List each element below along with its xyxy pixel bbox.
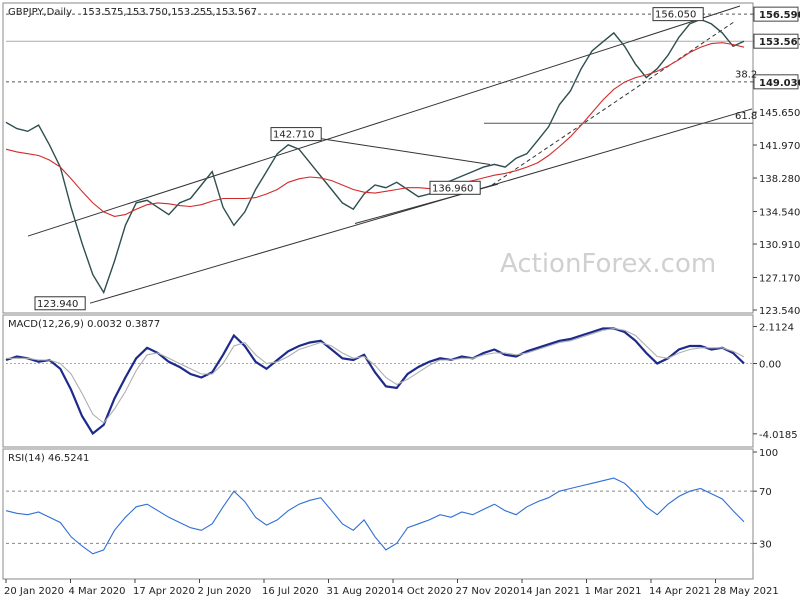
x-tick-label: 20 Jan 2020: [4, 586, 64, 597]
rsi-title: RSI(14) 46.5241: [8, 453, 89, 464]
price-grid: 156.590 153.567 149.030 145.650 141.970 138.2…: [6, 6, 800, 317]
x-tick-label: 28 May 2021: [714, 586, 779, 597]
annotation-box: [270, 127, 322, 142]
y-tick-label: 156.590: [759, 10, 800, 21]
price-tag-box: [753, 74, 799, 90]
annotation-label: 123.940: [37, 299, 78, 310]
price-title: GBPJPY,Daily: [8, 7, 72, 18]
y-tick-label: 141.970: [759, 141, 800, 152]
y-tick-label: -4.0185: [759, 430, 798, 441]
annotation-label: 38.2: [735, 70, 757, 81]
macd-grid: 2.1124 0.00 -4.0185: [6, 323, 798, 441]
y-tick-label: 149.030: [759, 78, 800, 89]
series-line-close: [5, 18, 745, 295]
x-tick-label: 31 Aug 2020: [327, 586, 391, 597]
rsi-grid: 100 70 30: [6, 448, 778, 550]
y-tick-label: 30: [759, 539, 772, 550]
x-tick-label: 1 Mar 2021: [585, 586, 642, 597]
x-tick-label: 4 Mar 2020: [69, 586, 126, 597]
macd-series: [5, 327, 745, 436]
rsi-panel: RSI(14) 46.5241 100 70 30: [2, 448, 778, 580]
annotation-label: 136.960: [432, 183, 473, 194]
channel-upper: [27, 5, 741, 237]
macd-panel-frame: [2, 314, 754, 448]
series-line-rsi: [5, 477, 745, 555]
x-tick-label: 16 Jul 2020: [262, 586, 319, 597]
y-tick-label: 153.567: [759, 37, 800, 48]
price-tag-box: [753, 33, 799, 49]
series-line-macd: [5, 327, 745, 436]
x-tick-label: 14 Jan 2021: [520, 586, 580, 597]
y-tick-label: 2.1124: [759, 323, 794, 334]
y-tick-label: 145.650: [759, 108, 800, 119]
x-axis: 20 Jan 2020 4 Mar 2020 17 Apr 2020 2 Jun 20…: [4, 579, 779, 597]
y-tick-label: 123.540: [759, 306, 800, 317]
series-line-signal: [6, 327, 745, 424]
annotation-box: [652, 7, 704, 22]
macd-panel: MACD(12,26,9) 0.0032 0.3877 2.1124 0.00 -4…: [2, 314, 798, 448]
annotation-box: [34, 296, 86, 311]
y-tick-label: 100: [759, 448, 778, 459]
price-series: [5, 18, 745, 295]
x-tick-label: 27 Nov 2020: [456, 586, 520, 597]
x-tick-label: 14 Oct 2020: [391, 586, 453, 597]
channel-lower: [89, 108, 753, 304]
y-tick-label: 134.540: [759, 208, 800, 219]
y-tick-label: 130.910: [759, 240, 800, 251]
annotation-label: 61.8: [735, 111, 757, 122]
y-tick-label: 138.280: [759, 174, 800, 185]
annotation-box: [429, 180, 481, 195]
x-tick-label: 17 Apr 2020: [133, 586, 195, 597]
annotation-label: 156.050: [655, 10, 696, 21]
y-tick-label: 127.170: [759, 274, 800, 285]
y-tick-label: 70: [759, 487, 772, 498]
price-tag-box: [753, 6, 799, 22]
x-tick-label: 2 Jun 2020: [198, 586, 252, 597]
annotation-label: 142.710: [273, 130, 314, 141]
y-tick-label: 0.00: [759, 360, 781, 371]
price-panel-frame: [2, 2, 754, 314]
series-line-sma: [5, 42, 745, 217]
wedge-upper: [319, 137, 491, 165]
rsi-panel-frame: [2, 448, 754, 580]
rsi-series: [5, 477, 745, 555]
watermark: ActionForex.com: [500, 249, 716, 279]
price-panel: GBPJPY,Daily 153.575,153.750,153.255,153…: [2, 2, 800, 317]
price-ohlc: 153.575,153.750,153.255,153.567: [82, 7, 257, 18]
price-annotations: 156.050 123.940 142.710 136.960 38.2 61.8: [34, 7, 757, 311]
macd-title: MACD(12,26,9) 0.0032 0.3877: [8, 319, 160, 330]
x-tick-label: 14 Apr 2021: [649, 586, 711, 597]
